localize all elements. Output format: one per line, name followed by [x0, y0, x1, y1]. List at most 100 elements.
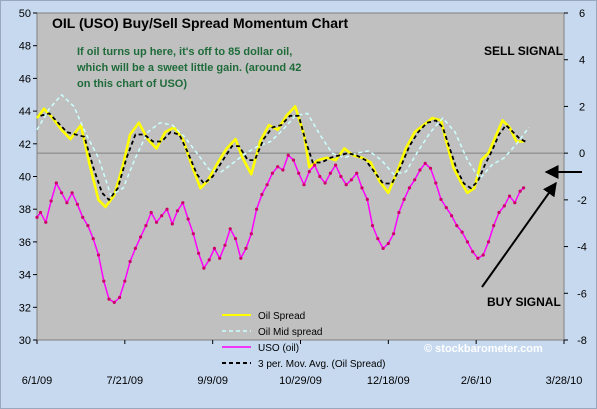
uso-data-point [202, 266, 206, 270]
uso-data-point [60, 191, 64, 195]
uso-data-point [65, 201, 69, 205]
buy-signal-label: BUY SIGNAL [487, 295, 561, 309]
uso-data-point [265, 183, 269, 187]
uso-data-point [49, 199, 53, 203]
uso-data-point [175, 209, 180, 213]
sell-signal-label: SELL SIGNAL [484, 44, 563, 58]
annotation-box [71, 40, 321, 93]
uso-data-point [349, 178, 353, 182]
y-left-tick-label: 34 [19, 270, 31, 282]
uso-data-point [522, 186, 526, 190]
uso-data-point [91, 237, 95, 241]
uso-data-point [334, 163, 338, 167]
y-left-tick-label: 48 [19, 41, 31, 53]
uso-data-point [370, 224, 375, 228]
uso-data-point [239, 256, 243, 260]
uso-data-point [328, 171, 332, 175]
uso-data-point [276, 165, 280, 169]
uso-data-point [497, 210, 501, 215]
x-tick-label: 2/6/10 [461, 375, 492, 387]
legend: Oil Spread Oil Mid spread USO (oil) 3 pe… [222, 311, 385, 370]
uso-data-point [307, 170, 311, 174]
uso-data-point [75, 202, 79, 206]
uso-data-point [170, 222, 174, 226]
uso-data-point [481, 253, 485, 257]
uso-data-point [139, 235, 143, 239]
uso-data-point [407, 186, 411, 190]
series-line-moving-avg [40, 112, 526, 201]
y-left-tick-label: 42 [19, 139, 31, 151]
uso-data-point [444, 206, 448, 210]
uso-data-point [102, 279, 106, 283]
uso-data-point [360, 186, 364, 190]
y-right-tick-label: -8 [577, 335, 587, 347]
uso-data-point [107, 297, 111, 301]
uso-data-point [450, 214, 454, 218]
annotation-line-1: If oil turns up here, it's off to 85 dol… [77, 46, 292, 58]
y-right-tick-label: 2 [579, 101, 585, 113]
uso-data-point [423, 161, 427, 165]
uso-data-point [133, 246, 137, 250]
y-left-tick-label: 50 [19, 8, 31, 20]
uso-data-point [518, 189, 522, 193]
uso-data-point [507, 194, 512, 198]
uso-data-point [413, 178, 417, 182]
uso-data-point [181, 201, 185, 205]
uso-data-point [281, 168, 285, 172]
x-tick-label: 9/9/09 [197, 375, 228, 387]
uso-data-point [365, 197, 369, 201]
uso-data-point [313, 163, 317, 167]
y-left-tick-label: 46 [19, 73, 31, 85]
uso-data-point [186, 217, 190, 221]
uso-data-point [244, 246, 248, 250]
y-left-tick-label: 32 [19, 302, 31, 314]
uso-data-point [260, 192, 264, 197]
uso-data-point [291, 158, 296, 162]
uso-data-point [86, 224, 90, 228]
y-left-tick-label: 36 [19, 237, 31, 249]
uso-data-point [402, 197, 406, 201]
chart-title: OIL (USO) Buy/Sell Spread Momentum Chart [52, 15, 348, 31]
uso-data-point [318, 174, 322, 179]
y-left-tick-label: 44 [19, 106, 31, 118]
uso-data-point [381, 246, 385, 250]
y-left-tick-label: 40 [19, 172, 31, 184]
uso-data-point [81, 215, 85, 219]
uso-data-point [255, 207, 259, 211]
uso-data-point [128, 259, 132, 264]
uso-data-point [207, 258, 211, 262]
uso-data-point [355, 171, 359, 175]
series-line-oil-spread [35, 105, 524, 209]
uso-data-point [218, 256, 222, 260]
uso-data-point [270, 171, 274, 175]
uso-data-point [223, 243, 227, 247]
y-right-tick-label: 4 [579, 55, 585, 67]
uso-data-point [476, 256, 480, 260]
x-tick-label: 12/18/09 [367, 375, 410, 387]
watermark: © stockbarometer.com [424, 343, 543, 355]
uso-data-point [38, 210, 43, 215]
uso-data-point [344, 183, 348, 187]
x-tick-label: 7/21/09 [106, 375, 143, 387]
y-right-tick-label: -6 [577, 288, 587, 300]
x-tick-label: 10/29/09 [279, 375, 322, 387]
legend-label-oil-mid-spread: Oil Mid spread [258, 327, 322, 338]
uso-data-point [418, 168, 422, 172]
uso-data-point [286, 153, 290, 157]
uso-data-point [144, 224, 148, 228]
y-right-tick-label: 0 [579, 148, 585, 160]
uso-data-point [428, 166, 433, 170]
uso-data-point [434, 181, 438, 185]
y-right-tick-label: -2 [577, 195, 587, 207]
uso-data-point [386, 241, 390, 246]
uso-data-point [149, 210, 153, 215]
uso-data-point [44, 220, 48, 224]
uso-data-point [123, 279, 127, 283]
uso-data-point [339, 174, 343, 179]
series-line-uso [36, 154, 525, 304]
series-layer [35, 94, 564, 304]
uso-data-point [465, 240, 469, 244]
uso-data-point [455, 224, 459, 228]
legend-label-oil-spread: Oil Spread [258, 311, 305, 322]
uso-data-point [96, 253, 101, 257]
